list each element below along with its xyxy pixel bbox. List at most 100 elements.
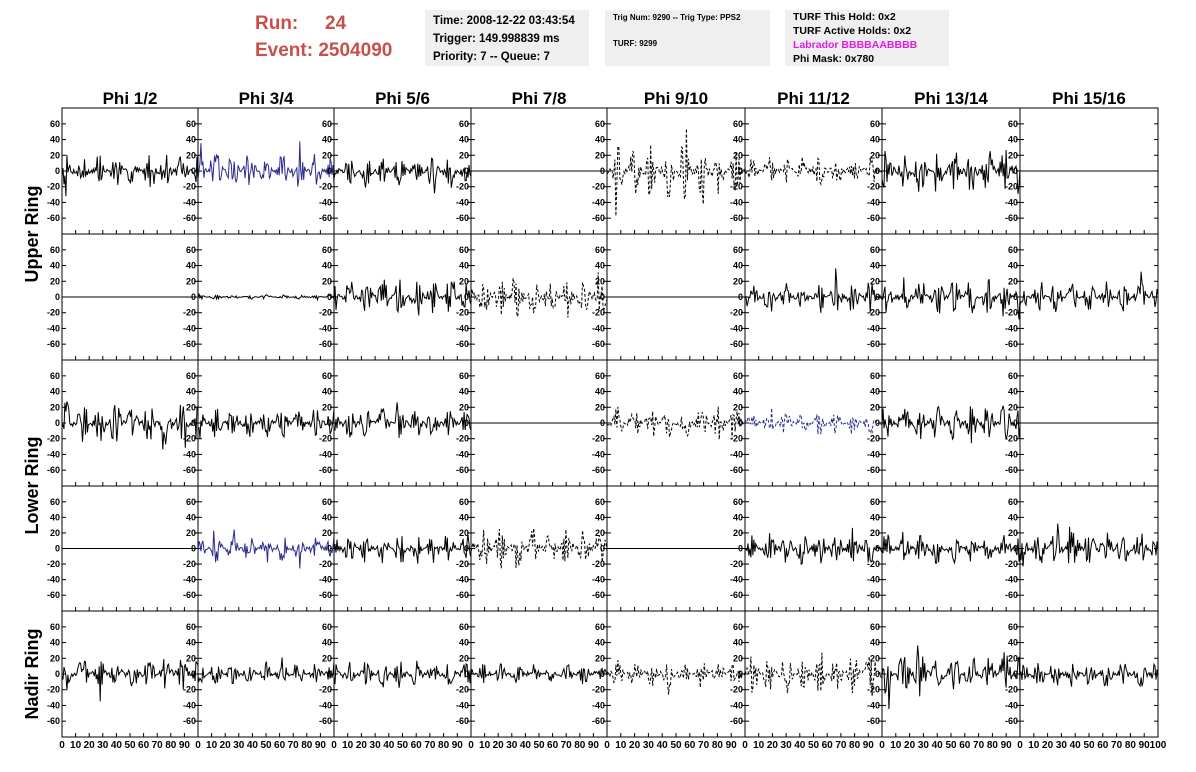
y-tick-label-r4-c3-5: 40 <box>322 512 332 522</box>
x-tick-label-c4-3: 30 <box>506 740 518 751</box>
y-tick-label-r2-c2-5: 40 <box>186 261 196 271</box>
y-tick-label-r4-c2-5: 40 <box>186 512 196 522</box>
y-tick-label-r2-c6-2: -20 <box>730 308 743 318</box>
y-tick-label-r1-c2-3: 0 <box>191 166 196 176</box>
y-tick-label-r5-c4-1: -40 <box>456 700 469 710</box>
waveform-r2-c8 <box>1019 271 1159 313</box>
x-tick-label-c1-6: 60 <box>138 740 150 751</box>
y-tick-label-r3-c3-2: -20 <box>319 434 332 444</box>
y-tick-label-r3-c4-0: -60 <box>456 465 469 475</box>
x-tick-label-c6-1: 10 <box>753 740 765 751</box>
row-label-nadir-ring: Nadir Ring <box>22 628 42 719</box>
x-tick-label-c6-4: 40 <box>794 740 806 751</box>
y-tick-label-r5-c1-1: -40 <box>47 700 60 710</box>
y-tick-label-r3-c3-6: 60 <box>322 371 332 381</box>
y-tick-label-r3-c8-5: 40 <box>1008 387 1018 397</box>
x-tick-label-c1-9: 90 <box>179 740 191 751</box>
y-tick-label-r3-c8-2: -20 <box>1005 434 1018 444</box>
y-tick-label-r1-c8-5: 40 <box>1008 135 1018 145</box>
x-tick-label-c4-8: 80 <box>574 740 586 751</box>
column-header-1: Phi 1/2 <box>103 89 158 108</box>
y-tick-label-r1-c8-3: 0 <box>1013 166 1018 176</box>
x-tick-label-c8-10: 100 <box>1150 740 1167 751</box>
y-tick-label-r1-c3-0: -60 <box>319 213 332 223</box>
labrador-line: Labrador BBBBAABBBB <box>793 39 918 51</box>
y-tick-label-r2-c1-3: 0 <box>55 292 60 302</box>
x-tick-label-c2-3: 30 <box>233 740 245 751</box>
waveform-r2-c4 <box>470 272 608 319</box>
y-tick-label-r4-c6-0: -60 <box>730 590 743 600</box>
x-tick-label-c7-5: 50 <box>945 740 957 751</box>
y-tick-label-r3-c5-6: 60 <box>595 371 605 381</box>
y-tick-label-r4-c6-3: 0 <box>738 544 743 554</box>
waveform-r1-c5 <box>606 128 746 217</box>
x-tick-label-c1-2: 20 <box>84 740 96 751</box>
y-tick-label-r1-c7-4: 20 <box>870 150 880 160</box>
y-tick-label-r4-c4-0: -60 <box>456 590 469 600</box>
x-tick-label-c4-1: 10 <box>479 740 491 751</box>
y-tick-label-r1-c2-5: 40 <box>186 135 196 145</box>
panel-frame-r2-c6 <box>744 233 883 361</box>
y-tick-label-r3-c1-1: -40 <box>47 449 60 459</box>
y-tick-label-r1-c3-3: 0 <box>327 166 332 176</box>
x-tick-label-c7-0: 0 <box>879 740 885 751</box>
y-tick-label-r5-c7-3: 0 <box>875 669 880 679</box>
y-tick-label-r4-c6-1: -40 <box>730 575 743 585</box>
y-tick-label-r1-c5-4: 20 <box>595 150 605 160</box>
waveform-r2-c6 <box>744 268 883 313</box>
x-tick-label-c8-9: 90 <box>1139 740 1151 751</box>
y-tick-label-r2-c6-1: -40 <box>730 323 743 333</box>
column-header-4: Phi 7/8 <box>512 89 567 108</box>
y-tick-label-r1-c8-1: -40 <box>1005 197 1018 207</box>
y-tick-label-r4-c2-1: -40 <box>183 575 196 585</box>
y-tick-label-r3-c3-1: -40 <box>319 449 332 459</box>
y-tick-label-r2-c8-2: -20 <box>1005 308 1018 318</box>
y-tick-label-r3-c4-4: 20 <box>459 402 469 412</box>
waveform-r4-c8 <box>1019 523 1159 567</box>
y-tick-label-r5-c2-0: -60 <box>183 716 196 726</box>
y-tick-label-r4-c7-5: 40 <box>870 512 880 522</box>
y-tick-label-r4-c7-4: 20 <box>870 528 880 538</box>
panel-frame-r4-c4 <box>470 485 608 612</box>
waveform-r3-c3 <box>333 402 472 438</box>
y-tick-label-r1-c2-2: -20 <box>183 182 196 192</box>
panel-frame-r5-c3 <box>333 610 472 738</box>
y-tick-label-r5-c3-4: 20 <box>322 653 332 663</box>
y-tick-label-r1-c1-5: 40 <box>50 135 60 145</box>
y-tick-label-r4-c4-5: 40 <box>459 512 469 522</box>
y-tick-label-r5-c6-3: 0 <box>738 669 743 679</box>
x-tick-label-c3-6: 60 <box>411 740 423 751</box>
x-tick-label-c8-2: 20 <box>1042 740 1054 751</box>
y-tick-label-r4-c2-2: -20 <box>183 559 196 569</box>
y-tick-label-r2-c4-5: 40 <box>459 261 469 271</box>
x-tick-label-c3-8: 80 <box>438 740 450 751</box>
y-tick-label-r2-c5-6: 60 <box>595 245 605 255</box>
y-tick-label-r4-c5-3: 0 <box>600 544 605 554</box>
y-tick-label-r3-c2-1: -40 <box>183 449 196 459</box>
y-tick-label-r3-c7-0: -60 <box>867 465 880 475</box>
y-tick-label-r1-c2-1: -40 <box>183 197 196 207</box>
y-tick-label-r3-c5-1: -40 <box>592 449 605 459</box>
y-tick-label-r1-c3-1: -40 <box>319 197 332 207</box>
y-tick-label-r5-c8-2: -20 <box>1005 685 1018 695</box>
waveform-r1-c2 <box>197 141 335 187</box>
y-tick-label-r3-c6-0: -60 <box>730 465 743 475</box>
y-tick-label-r3-c3-0: -60 <box>319 465 332 475</box>
turf-line: TURF: 9299 <box>613 39 658 48</box>
y-tick-label-r3-c4-1: -40 <box>456 449 469 459</box>
waveform-r1-c3 <box>333 157 472 194</box>
row-label-upper-ring: Upper Ring <box>22 186 42 283</box>
y-tick-label-r5-c1-6: 60 <box>50 622 60 632</box>
y-tick-label-r1-c4-0: -60 <box>456 213 469 223</box>
y-tick-label-r5-c7-1: -40 <box>867 700 880 710</box>
y-tick-label-r2-c3-3: 0 <box>327 292 332 302</box>
y-tick-label-r4-c3-3: 0 <box>327 544 332 554</box>
y-tick-label-r1-c2-0: -60 <box>183 213 196 223</box>
turf-info-box: TURF This Hold: 0x2 TURF Active Holds: 0… <box>785 10 949 66</box>
y-tick-label-r2-c6-6: 60 <box>733 245 743 255</box>
y-tick-label-r4-c5-5: 40 <box>595 512 605 522</box>
y-tick-label-r3-c6-4: 20 <box>733 402 743 412</box>
y-tick-label-r4-c5-1: -40 <box>592 575 605 585</box>
waveform-r4-c7 <box>881 531 1021 565</box>
y-tick-label-r5-c8-3: 0 <box>1013 669 1018 679</box>
